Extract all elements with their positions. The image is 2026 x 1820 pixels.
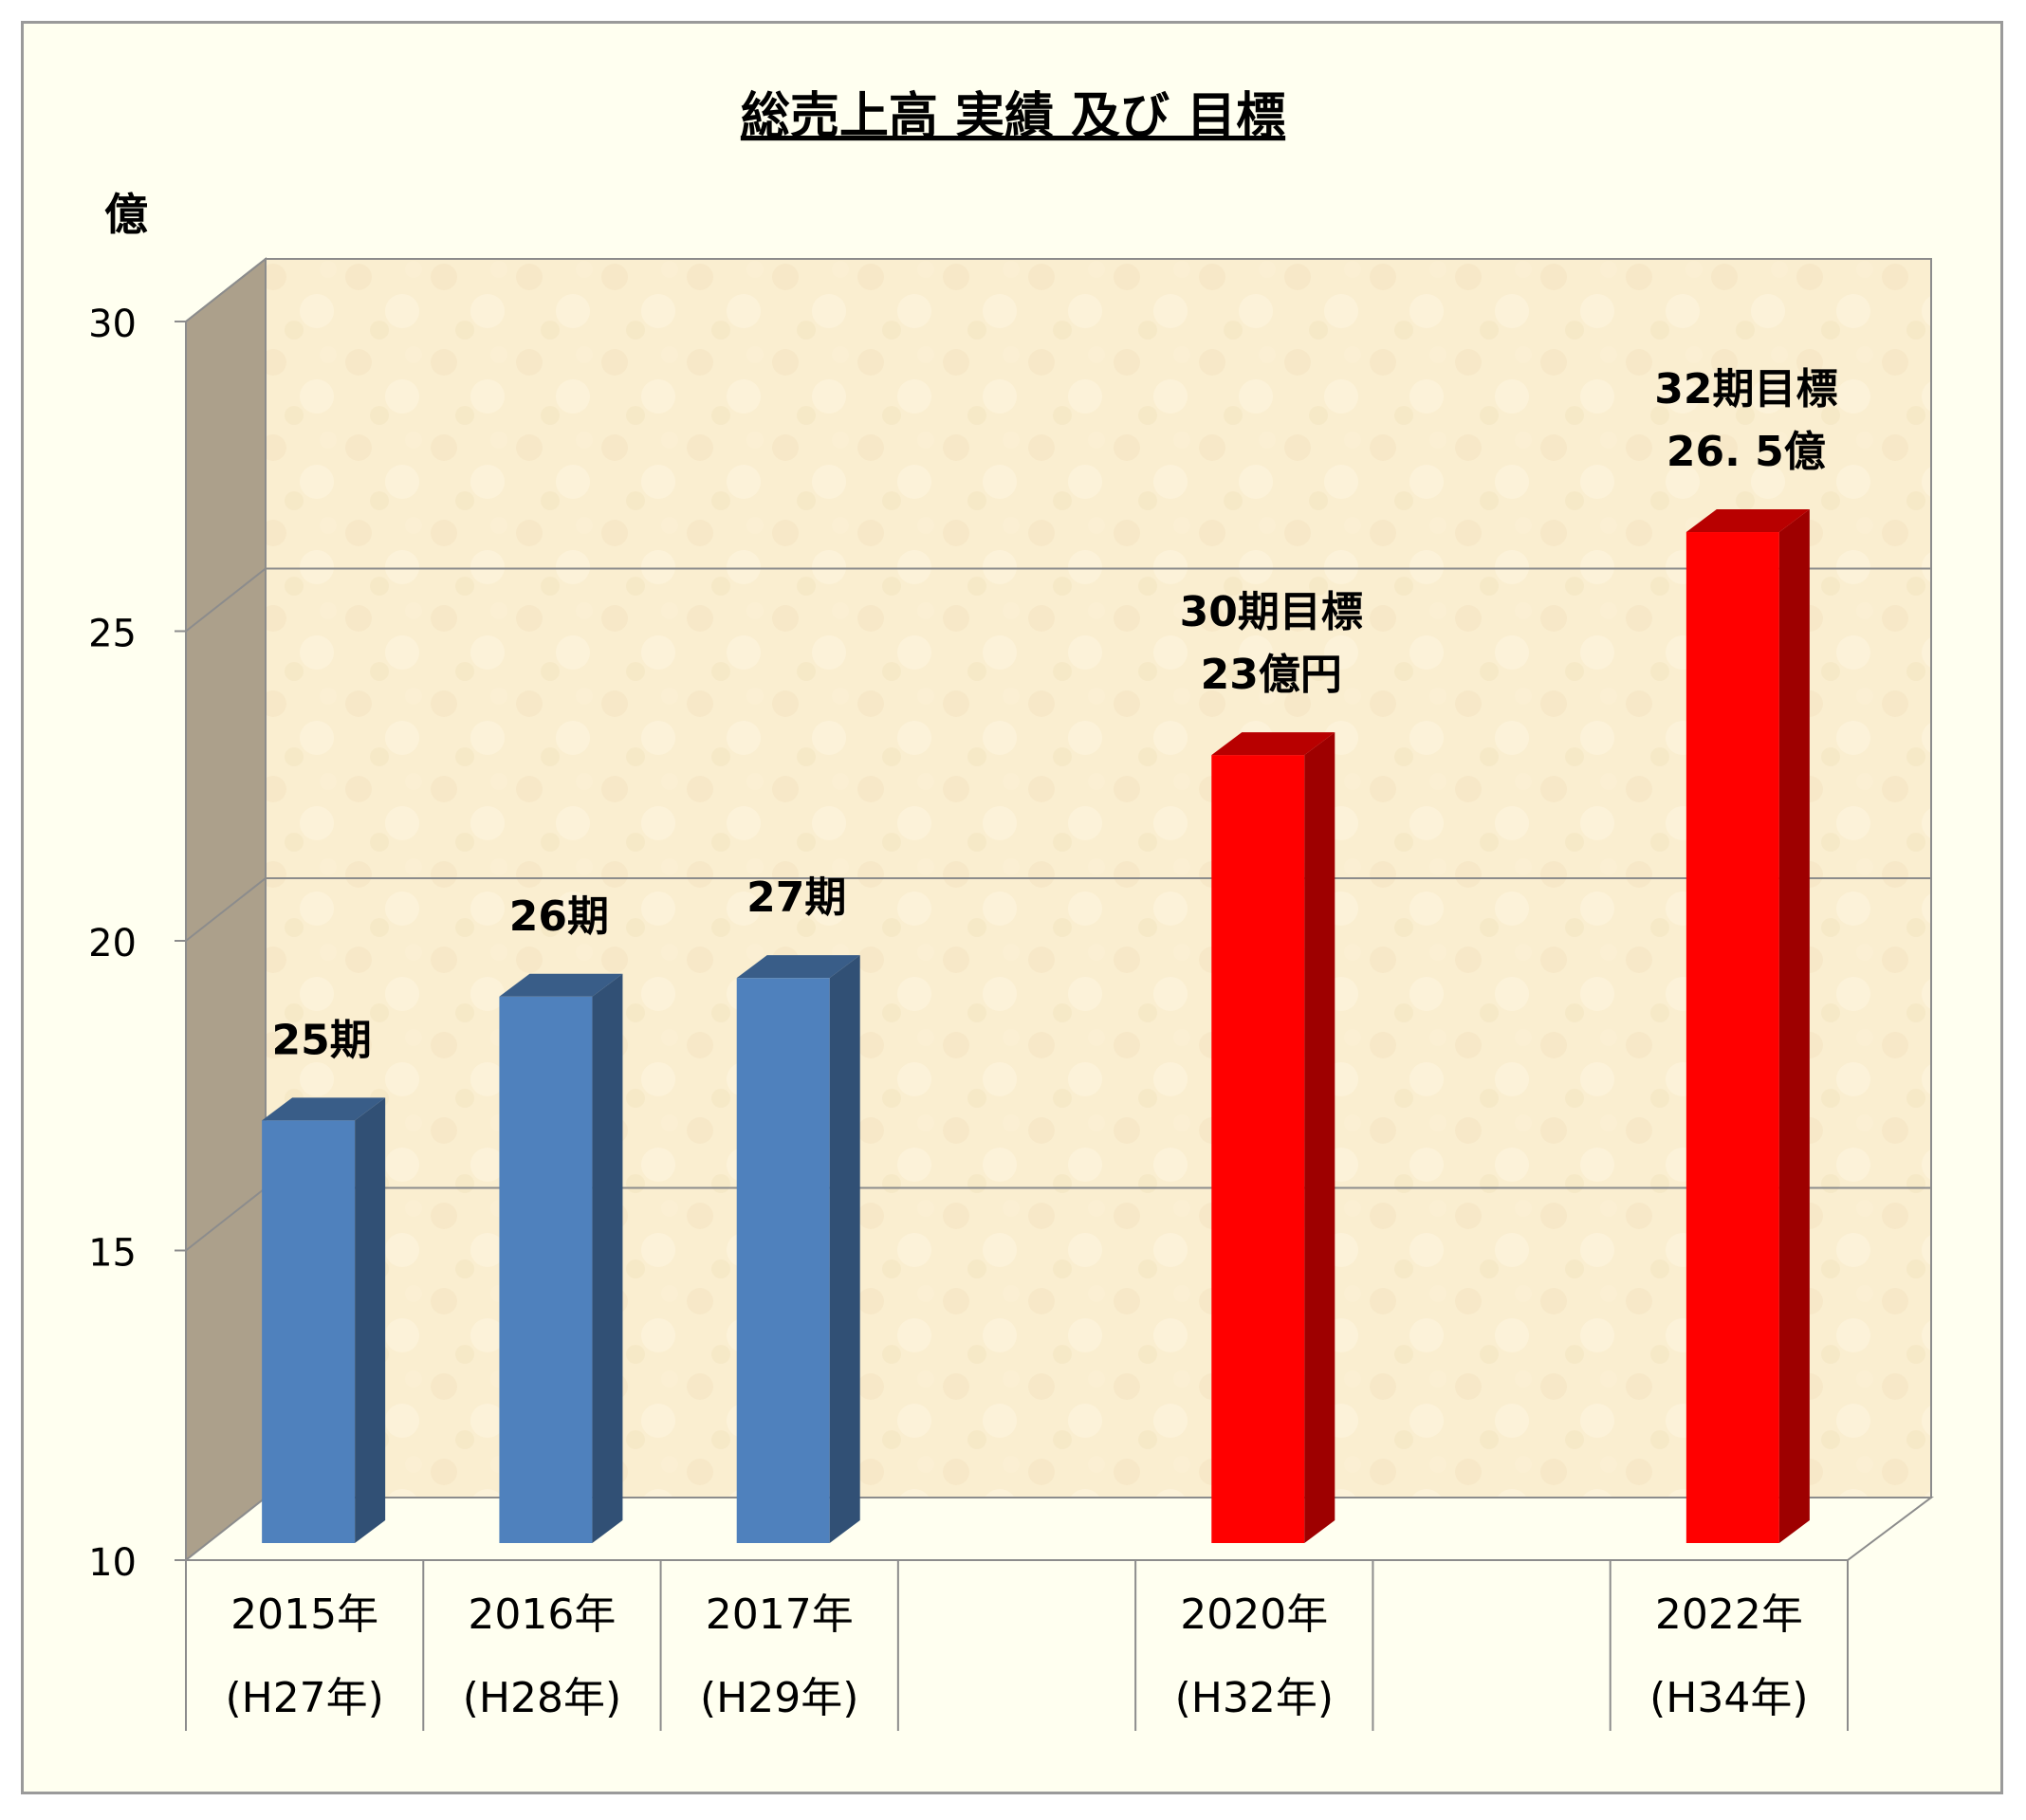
bar-top <box>1211 732 1335 756</box>
x-tick-label: 2015年 <box>230 1590 378 1639</box>
y-tick-label: 30 <box>88 303 137 346</box>
y-tick-label: 15 <box>88 1232 137 1276</box>
data-label: 26. 5億 <box>1667 428 1826 476</box>
x-tick-sublabel: (H28年) <box>463 1674 621 1722</box>
y-tick-label: 20 <box>88 922 137 965</box>
bar-side <box>1304 732 1335 1543</box>
x-tick-sublabel: (H27年) <box>225 1674 383 1722</box>
y-axis-unit-label: 億 <box>104 189 148 240</box>
bar-top <box>1685 509 1810 533</box>
bar-side <box>1778 509 1810 1543</box>
data-label: 23億円 <box>1201 651 1342 699</box>
plot-floor <box>183 1497 1934 1561</box>
x-tick-label: 2022年 <box>1655 1590 1803 1639</box>
bar-side <box>355 1097 386 1543</box>
gridline <box>185 877 1931 942</box>
y-tick-label: 10 <box>88 1541 137 1585</box>
bar-side <box>829 955 860 1543</box>
bar-top <box>736 955 860 979</box>
x-tick-label: 2016年 <box>468 1590 616 1639</box>
bar <box>1211 755 1305 1543</box>
x-tick-sublabel: (H34年) <box>1649 1674 1808 1722</box>
bar <box>262 1120 356 1543</box>
bar <box>499 996 593 1543</box>
data-label: 30期目標 <box>1180 588 1363 636</box>
x-tick-sublabel: (H29年) <box>700 1674 858 1722</box>
gridline <box>185 567 1931 633</box>
chart-title: 総売上高 実績 及び 目標 <box>741 88 1285 145</box>
x-tick-label: 2017年 <box>706 1590 854 1639</box>
gridline <box>185 258 1931 322</box>
bar-top <box>262 1097 386 1121</box>
bar-top <box>499 973 623 997</box>
x-tick-label: 2020年 <box>1180 1590 1328 1639</box>
data-label: 25期 <box>272 1016 372 1064</box>
bar <box>1685 532 1779 1543</box>
data-label: 27期 <box>746 873 846 922</box>
bar <box>736 978 830 1543</box>
y-tick-label: 25 <box>88 613 137 656</box>
bar-side <box>592 973 623 1543</box>
x-tick-sublabel: (H32年) <box>1175 1674 1334 1722</box>
data-label: 26期 <box>509 892 609 941</box>
data-label: 32期目標 <box>1654 365 1837 414</box>
